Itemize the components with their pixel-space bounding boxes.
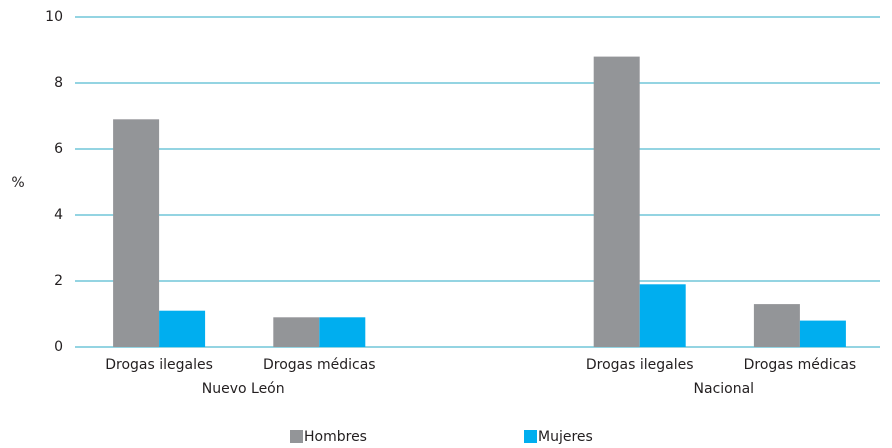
bar (639, 284, 686, 347)
x-tick-label: Drogas médicas (744, 357, 857, 373)
y-axis-label: % (11, 175, 24, 191)
legend-label: Hombres (304, 429, 367, 445)
bar (753, 304, 800, 347)
legend-swatch (290, 430, 303, 443)
legend-label: Mujeres (538, 429, 593, 445)
bar (319, 317, 366, 347)
x-tick-label: Drogas ilegales (586, 357, 694, 373)
x-tick-label: Drogas ilegales (105, 357, 213, 373)
bar (159, 310, 206, 347)
x-tick-label: Drogas médicas (263, 357, 376, 373)
y-tick-label: 8 (54, 75, 63, 91)
y-tick-label: 2 (54, 273, 63, 289)
bar (593, 56, 640, 347)
y-tick-label: 6 (54, 141, 63, 157)
y-tick-label: 10 (45, 9, 63, 25)
bar (113, 119, 160, 347)
y-tick-label: 0 (54, 339, 63, 355)
group-label: Nacional (694, 381, 755, 397)
legend-swatch (524, 430, 537, 443)
group-label: Nuevo León (202, 381, 285, 397)
y-tick-label: 4 (54, 207, 63, 223)
bar (799, 320, 846, 347)
bar (273, 317, 320, 347)
